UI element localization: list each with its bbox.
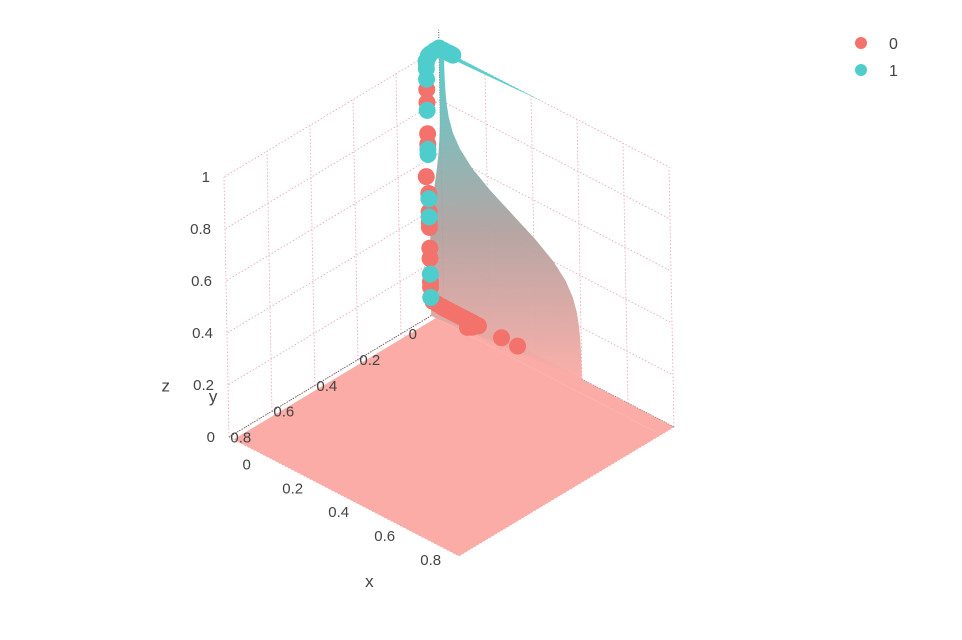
scatter-points (417, 39, 527, 355)
z-tick-label: 0.6 (191, 273, 212, 290)
grid-line (438, 47, 670, 168)
point-series-0 (458, 318, 476, 336)
legend-marker-0 (855, 37, 867, 49)
point-series-1 (421, 265, 439, 283)
grid-line (223, 47, 440, 178)
x-tick-label: 0.4 (328, 504, 349, 521)
point-series-1 (420, 208, 438, 226)
z-tick-label: 0.4 (192, 325, 213, 342)
point-series-0 (417, 168, 435, 186)
z-axis-title: z (162, 376, 171, 395)
surface-floor (233, 318, 662, 556)
x-axis-title: x (365, 572, 374, 591)
grid-line (440, 151, 672, 272)
point-series-0 (435, 299, 453, 317)
z-tick-label: 0 (207, 429, 215, 446)
point-series-1 (420, 190, 438, 208)
y-tick-label: 0.2 (359, 352, 380, 369)
point-series-1 (418, 101, 436, 119)
point-series-0 (421, 239, 439, 257)
x-tick-label: 0.8 (420, 552, 441, 569)
legend-label-0: 0 (889, 36, 898, 53)
grid-line (352, 99, 359, 360)
y-tick-label: 0.4 (316, 378, 337, 395)
point-series-1 (444, 46, 462, 64)
grid-line (223, 176, 230, 438)
grid-line (668, 166, 675, 428)
y-tick-label: 0.8 (230, 429, 251, 446)
point-series-0 (493, 329, 510, 347)
y-axis-title: y (209, 387, 218, 406)
z-tick-label: 0.2 (193, 377, 214, 394)
grid-line (226, 203, 443, 334)
y-tick-label: 0 (409, 326, 417, 343)
legend-label-1: 1 (889, 63, 898, 80)
grid-line (622, 143, 629, 404)
point-series-1 (419, 140, 437, 158)
grid-line (309, 125, 316, 386)
legend-marker-1 (855, 64, 867, 76)
grid-line (395, 73, 402, 334)
grid-line (439, 99, 671, 220)
grid-line (576, 119, 583, 380)
point-series-0 (509, 337, 527, 355)
legend: 01 (855, 36, 898, 80)
surface-wall (430, 48, 582, 380)
x-tick-label: 0 (243, 457, 251, 474)
grid-line (225, 151, 442, 282)
grid-line (266, 151, 273, 412)
z-tick-label: 1 (202, 169, 210, 186)
x-tick-label: 0.6 (374, 528, 395, 545)
z-tick-label: 0.8 (190, 221, 211, 238)
grid-line (224, 99, 441, 230)
y-tick-label: 0.6 (273, 404, 294, 421)
axis-ticks: 0 0.2 0.4 0.6 0.8 0 0.2 0.4 0.6 0.8 0 0.2 0.4 0.6 0.8 1… (162, 169, 442, 591)
axis-edge (228, 307, 445, 438)
point-series-1 (422, 289, 440, 307)
x-tick-label: 0.2 (282, 480, 303, 497)
point-series-0 (419, 125, 437, 143)
